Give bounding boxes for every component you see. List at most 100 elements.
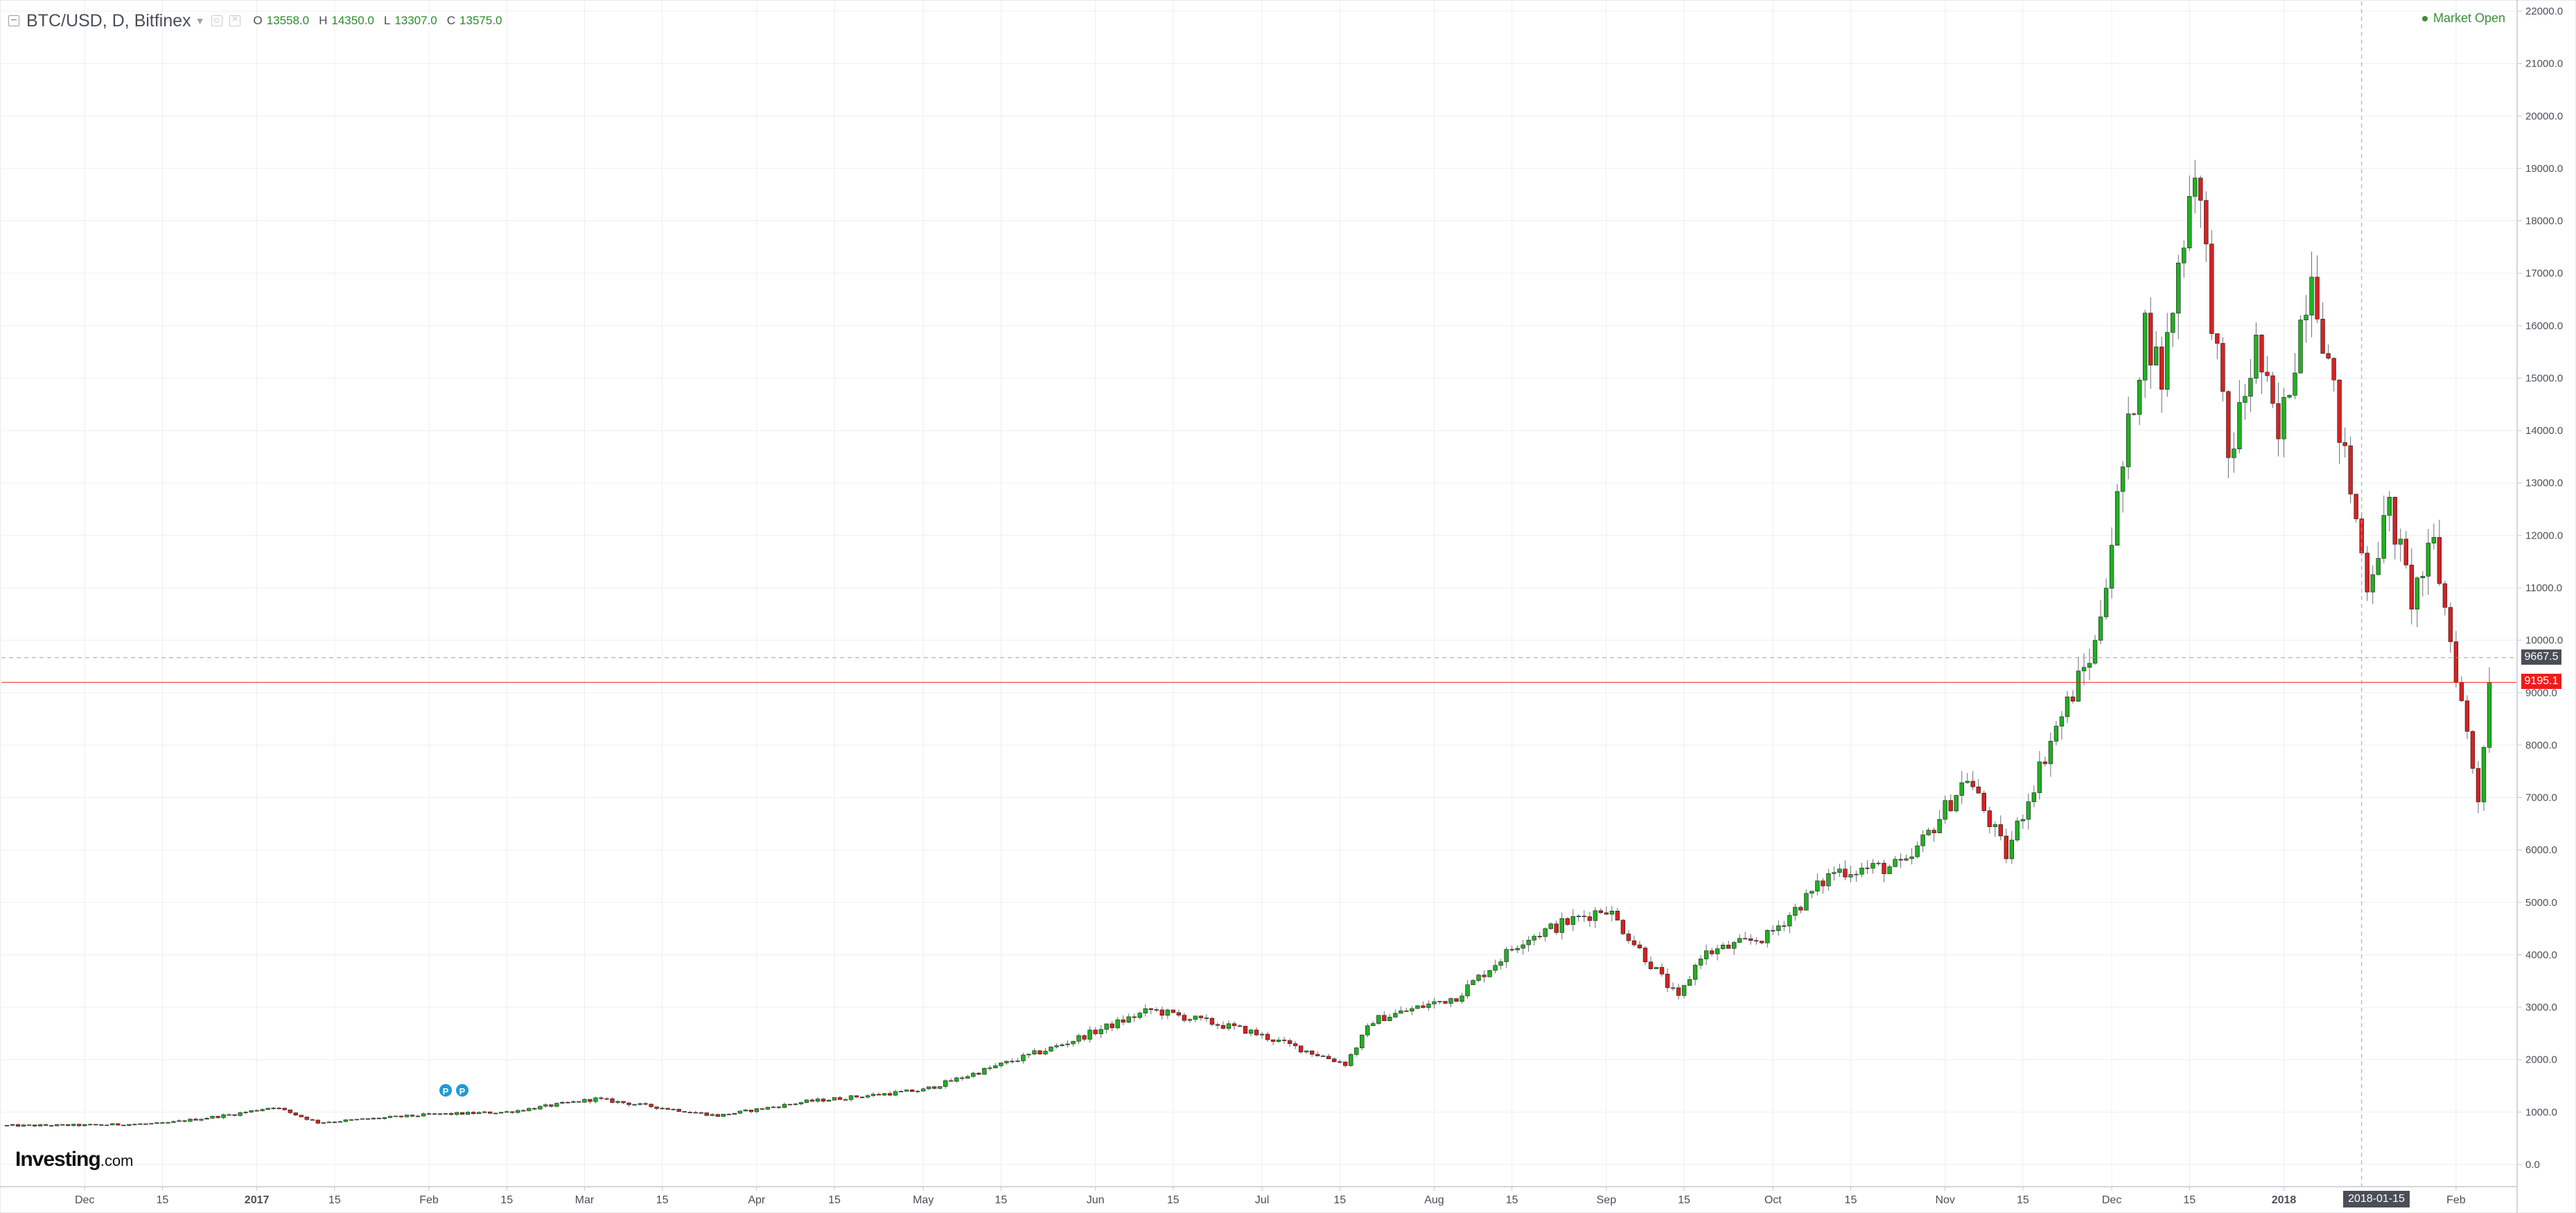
candle-body [1121,1019,1125,1023]
candle-body [1698,959,1703,966]
candle-body [1082,1035,1087,1040]
candle-body [177,1120,182,1122]
candle-body [1859,867,1864,875]
candle-body [2348,445,2353,495]
candle-body [1332,1058,1337,1063]
candle-body [921,1088,926,1092]
candle-body [1515,948,1520,950]
time-tick-label: 15 [1678,1194,1690,1206]
candle-body [1843,869,1848,878]
candle-body [199,1119,204,1121]
candle-body [2293,372,2297,396]
time-tick-label: 15 [995,1194,1008,1206]
candle-body [1798,907,1803,911]
candle-body [910,1090,915,1092]
candle-body [638,1103,642,1105]
candle-body [1349,1054,1353,1066]
time-tick-label: Feb [419,1194,439,1206]
candle-body [1893,859,1898,867]
collapse-legend-icon[interactable]: − [8,15,19,26]
candle-body [404,1115,410,1117]
candle-body [1731,942,1737,949]
candle-body [1115,1019,1120,1029]
candle-body [2365,552,2369,593]
price-tick-label: 18000.0 [2525,216,2563,227]
time-tick-label: Mar [575,1194,595,1206]
time-tick-label: Sep [1597,1194,1617,1206]
remove-series-icon[interactable] [229,13,241,26]
candle-body [2004,835,2009,859]
event-marker-pin[interactable]: P [438,1083,453,1098]
price-tick-label: 3000.0 [2525,1002,2557,1013]
candle-body [1049,1047,1053,1051]
candle-body [1243,1026,1248,1034]
candle-body [121,1124,126,1126]
candle-body [554,1103,559,1107]
low-value: 13307.0 [394,14,437,27]
event-marker-pin[interactable]: P [455,1083,470,1098]
candle-body [216,1116,220,1118]
candle-body [1620,920,1626,934]
candle-body [1220,1025,1226,1029]
candle-body [2437,536,2442,584]
candle-body [354,1119,360,1121]
candle-body [2109,545,2114,588]
time-tick-label: 15 [1506,1194,1518,1206]
candle-body [2387,496,2392,516]
hover-price-tag: 9667.5 [2521,649,2561,665]
candle-body [127,1124,132,1126]
price-tick-label: 0.0 [2525,1159,2540,1171]
price-tick-label: 12000.0 [2525,530,2563,541]
candle-body [1004,1061,1009,1063]
settings-icon[interactable] [211,15,223,26]
logo-suffix: .com [100,1152,134,1169]
candle-body [1304,1050,1309,1053]
candle-body [1426,1004,1431,1008]
candle-body [826,1099,832,1102]
candle-body [487,1111,493,1114]
candle-body [1309,1050,1315,1055]
candle-body [204,1118,209,1119]
candle-body [1143,1008,1148,1013]
candle-body [2415,577,2420,610]
candle-body [288,1109,292,1113]
candle-body [387,1116,393,1118]
candle-body [2204,200,2209,245]
candle-body [1837,869,1842,873]
candle-body [2114,491,2120,546]
candle-body [2187,196,2192,249]
candle-body [1676,987,1681,996]
candle-body [1071,1040,1076,1045]
candle-body [654,1106,659,1109]
candle-body [1093,1029,1098,1034]
candle-body [1904,858,1909,861]
candle-body [60,1124,65,1126]
chevron-down-icon[interactable]: ▼ [195,15,205,26]
candle-body [1015,1061,1020,1062]
price-tick-label: 4000.0 [2525,949,2557,961]
candle-body [965,1076,970,1079]
candle-body [2337,379,2342,443]
candle-body [982,1067,987,1075]
price-tick-label: 13000.0 [2525,478,2563,489]
candle-body [2226,391,2231,458]
candle-body [732,1112,737,1115]
candle-body [249,1110,254,1112]
candle-body [2254,334,2259,379]
candle-body [2142,313,2148,381]
candle-body [1076,1035,1081,1042]
candle-body [2103,588,2109,618]
last-price-tag: 9195.1 [2521,674,2561,689]
candle-body [188,1119,193,1122]
candle-body [2331,358,2336,381]
candle-body [771,1106,776,1108]
price-tick-label: 21000.0 [2525,58,2563,70]
candle-body [1765,930,1770,943]
candle-body [1654,967,1659,970]
candle-body [2370,574,2375,593]
candle-body [932,1086,937,1089]
candle-body [2442,583,2448,608]
candle-body [882,1093,887,1096]
candle-body [476,1112,482,1115]
